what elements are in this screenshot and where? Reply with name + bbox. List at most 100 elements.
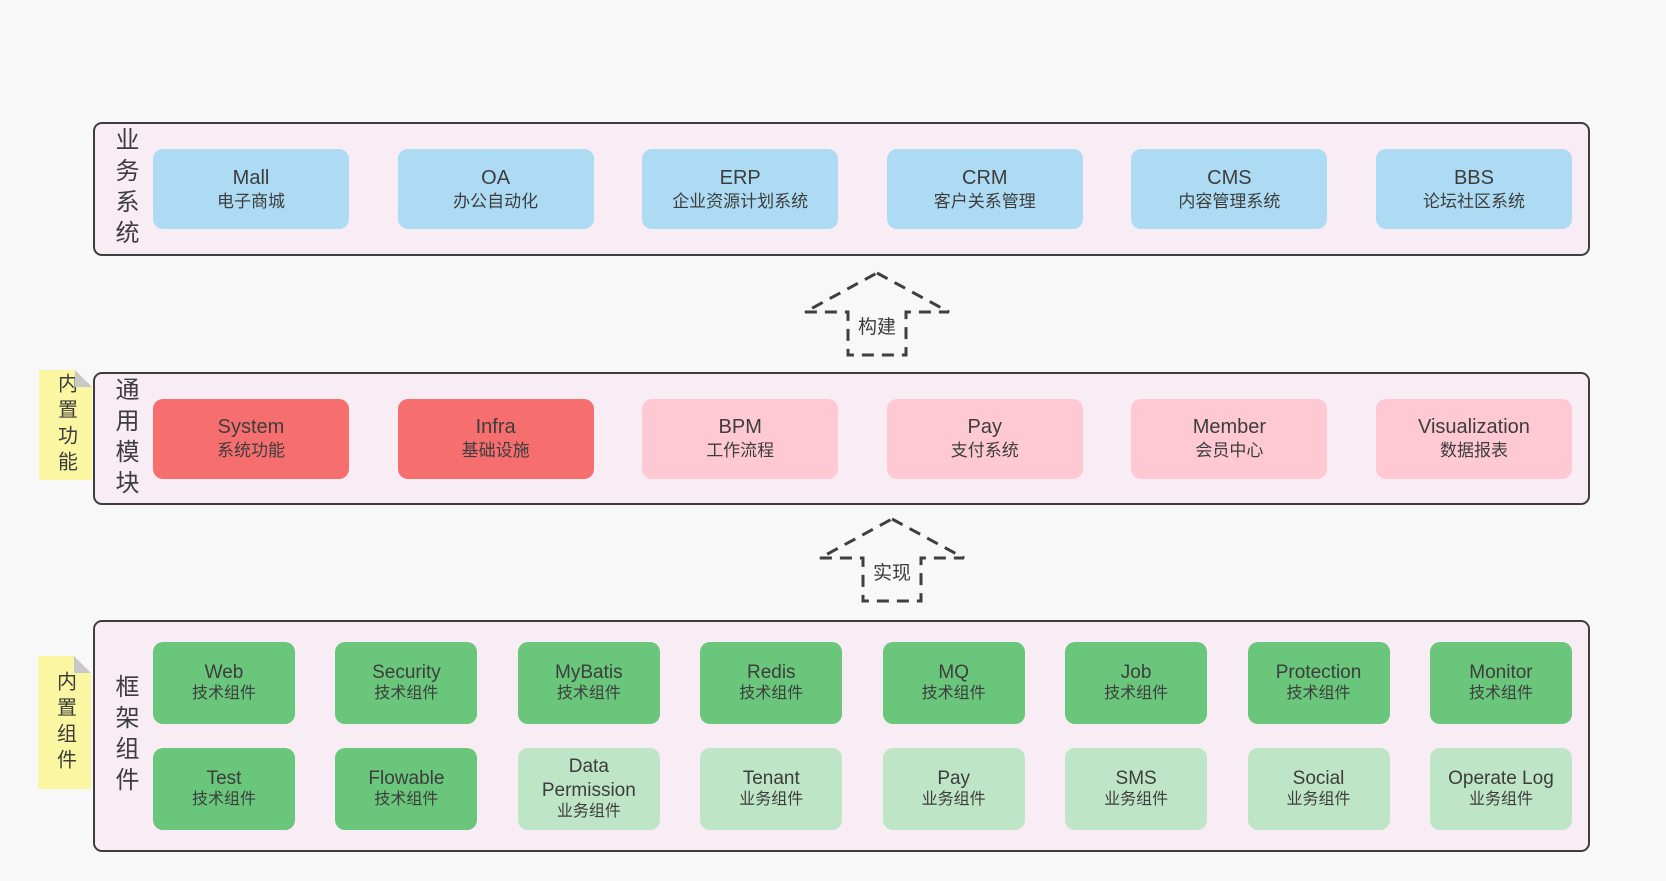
box-redis: Redis 技术组件	[700, 642, 843, 724]
box-subtitle: 技术组件	[191, 685, 256, 703]
box-title: Mall	[232, 166, 270, 189]
up-block-arrow-icon	[819, 517, 965, 603]
box-pay: Pay 支付系统	[886, 398, 1083, 479]
box-erp: ERP 企业资源计划系统	[642, 149, 839, 229]
box-title: Monitor	[1469, 661, 1533, 683]
box-infra: Infra 基础设施	[397, 398, 594, 479]
box-title: Data Permission	[541, 755, 636, 801]
box-subtitle: 支付系统	[950, 441, 1019, 461]
sticky-note-builtin-features: 内置功能	[39, 370, 92, 480]
box-subtitle: 企业资源计划系统	[672, 191, 809, 211]
box-title: Member	[1192, 416, 1267, 439]
box-subtitle: 技术组件	[739, 685, 804, 703]
box-subtitle: 客户关系管理	[933, 191, 1036, 211]
box-title: Tenant	[742, 767, 800, 789]
box-subtitle: 业务组件	[1286, 791, 1351, 809]
box-title: Social	[1292, 767, 1345, 789]
sticky-note-builtin-components: 内置组件	[38, 656, 91, 789]
box-subtitle: 业务组件	[921, 791, 986, 809]
box-title: ERP	[719, 166, 761, 189]
arrow-build: 构建	[802, 270, 952, 358]
box-data-permission: Data Permission 业务组件	[517, 748, 660, 830]
arrow-implement: 实现	[817, 516, 967, 604]
box-title: OA	[481, 166, 511, 189]
arrow-implement-label: 实现	[870, 558, 914, 585]
box-web: Web 技术组件	[153, 642, 295, 724]
band-common-modules: 通用模块 System 系统功能 Infra 基础设施 BPM 工作流程 Pay…	[93, 372, 1590, 505]
box-title: Pay	[937, 767, 971, 789]
box-title: Redis	[746, 661, 796, 683]
box-bpm: BPM 工作流程	[642, 398, 839, 479]
sticky-note-text: 内置组件	[53, 670, 76, 775]
band-business-systems: 业务系统 Mall 电子商城 OA 办公自动化 ERP 企业资源计划系统 CRM…	[93, 122, 1590, 256]
box-social: Social 业务组件	[1247, 748, 1390, 830]
box-subtitle: 系统功能	[217, 441, 285, 461]
box-title: CMS	[1207, 166, 1252, 189]
box-title: Security	[372, 661, 441, 683]
box-subtitle: 基础设施	[461, 441, 530, 461]
box-title: Web	[204, 661, 244, 683]
box-bbs: BBS 论坛社区系统	[1375, 149, 1572, 229]
box-mybatis: MyBatis 技术组件	[517, 642, 660, 724]
box-oa: OA 办公自动化	[397, 149, 594, 229]
box-flowable: Flowable 技术组件	[335, 748, 478, 830]
box-cms: CMS 内容管理系统	[1131, 149, 1328, 229]
box-subtitle: 内容管理系统	[1178, 191, 1281, 211]
box-subtitle: 技术组件	[1104, 685, 1169, 703]
box-title: MQ	[938, 661, 969, 683]
box-title: Protection	[1275, 661, 1362, 683]
box-subtitle: 业务组件	[556, 803, 621, 821]
box-title: BPM	[718, 416, 762, 439]
box-subtitle: 技术组件	[374, 791, 439, 809]
box-subtitle: 论坛社区系统	[1422, 191, 1525, 211]
box-member: Member 会员中心	[1131, 398, 1328, 479]
box-crm: CRM 客户关系管理	[886, 149, 1083, 229]
box-protection: Protection 技术组件	[1247, 642, 1390, 724]
box-subtitle: 业务组件	[1468, 791, 1533, 809]
box-title: Test	[206, 767, 242, 789]
box-job: Job 技术组件	[1065, 642, 1208, 724]
box-mall: Mall 电子商城	[153, 149, 349, 229]
box-subtitle: 工作流程	[706, 441, 775, 461]
band-framework-components-boxes: Web 技术组件 Security 技术组件 MyBatis 技术组件 Redi…	[153, 622, 1588, 850]
band-business-systems-boxes: Mall 电子商城 OA 办公自动化 ERP 企业资源计划系统 CRM 客户关系…	[153, 124, 1588, 254]
box-subtitle: 技术组件	[921, 685, 986, 703]
arrow-build-label: 构建	[855, 312, 899, 339]
box-title: Flowable	[368, 767, 445, 789]
box-title: Operate Log	[1448, 767, 1554, 789]
band-common-modules-boxes: System 系统功能 Infra 基础设施 BPM 工作流程 Pay 支付系统…	[153, 374, 1588, 503]
framework-row-1: Web 技术组件 Security 技术组件 MyBatis 技术组件 Redi…	[153, 642, 1572, 724]
band-framework-components-label: 框架组件	[95, 622, 153, 850]
box-mq: MQ 技术组件	[882, 642, 1025, 724]
box-title: SMS	[1115, 767, 1157, 789]
box-subtitle: 办公自动化	[453, 191, 539, 211]
box-sms: SMS 业务组件	[1065, 748, 1208, 830]
box-title: Job	[1120, 661, 1152, 683]
box-visualization: Visualization 数据报表	[1375, 398, 1572, 479]
box-subtitle: 业务组件	[739, 791, 804, 809]
box-test: Test 技术组件	[153, 748, 295, 830]
box-monitor: Monitor 技术组件	[1429, 642, 1572, 724]
up-block-arrow-icon	[804, 271, 950, 357]
sticky-note-text: 内置功能	[54, 373, 77, 477]
box-subtitle: 技术组件	[191, 791, 256, 809]
box-pay-biz: Pay 业务组件	[882, 748, 1025, 830]
box-subtitle: 技术组件	[1468, 685, 1533, 703]
box-subtitle: 会员中心	[1195, 441, 1264, 461]
box-security: Security 技术组件	[335, 642, 478, 724]
band-label-text: 框架组件	[111, 674, 138, 798]
box-title: MyBatis	[555, 661, 623, 683]
band-common-modules-label: 通用模块	[95, 374, 153, 503]
band-label-text: 业务系统	[111, 127, 138, 251]
band-business-systems-label: 业务系统	[95, 124, 153, 254]
box-title: System	[217, 416, 285, 439]
box-operate-log: Operate Log 业务组件	[1429, 748, 1572, 830]
box-subtitle: 技术组件	[374, 685, 439, 703]
box-title: Pay	[967, 416, 1003, 439]
box-subtitle: 业务组件	[1104, 791, 1169, 809]
box-subtitle: 电子商城	[217, 191, 285, 211]
box-system: System 系统功能	[153, 398, 349, 479]
box-subtitle: 技术组件	[1286, 685, 1351, 703]
box-title: CRM	[962, 166, 1008, 189]
band-label-text: 通用模块	[111, 376, 138, 501]
